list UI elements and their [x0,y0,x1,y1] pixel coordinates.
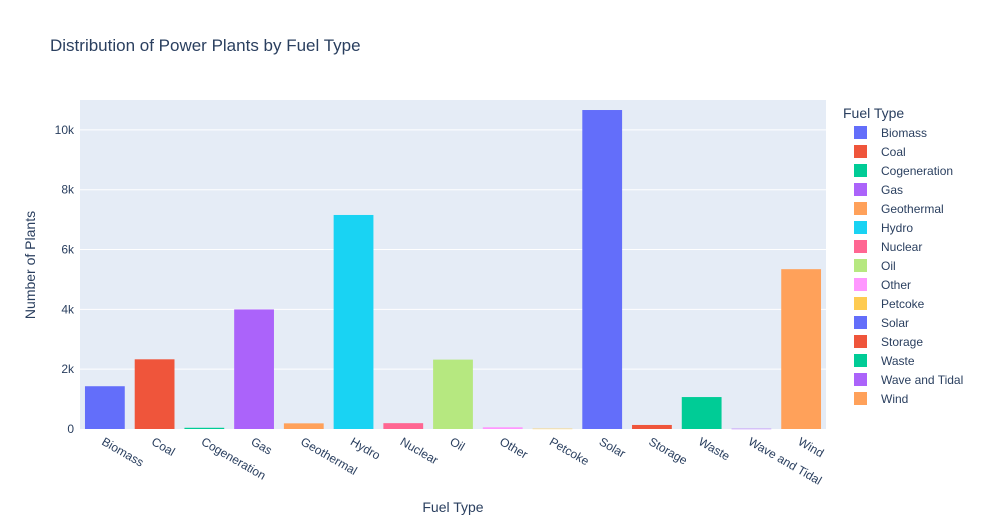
legend-item-label[interactable]: Other [881,278,911,292]
x-tick-label: Petcoke [547,434,592,468]
chart-title: Distribution of Power Plants by Fuel Typ… [50,36,361,55]
legend-swatch[interactable] [854,373,867,386]
legend-item-label[interactable]: Solar [881,316,909,330]
legend-item-label[interactable]: Petcoke [881,297,925,311]
gridlines [80,129,826,370]
legend-item-label[interactable]: Gas [881,183,903,197]
bar-hydro[interactable] [333,214,374,429]
legend-swatch[interactable] [854,145,867,158]
x-tick-label: Waste [696,434,732,463]
y-tick-label: 2k [61,362,75,376]
bar-nuclear[interactable] [383,423,424,429]
legend-title: Fuel Type [843,105,904,121]
legend-item-label[interactable]: Wind [881,392,908,406]
x-tick-label: Other [497,434,530,461]
legend-swatch[interactable] [854,297,867,310]
legend-item-label[interactable]: Biomass [881,126,927,140]
legend-item-label[interactable]: Oil [881,259,896,273]
bar-wind[interactable] [781,269,822,429]
legend-swatch[interactable] [854,335,867,348]
legend-item-label[interactable]: Geothermal [881,202,944,216]
bar-solar[interactable] [582,110,623,430]
legend-swatch[interactable] [854,354,867,367]
bars [84,110,822,430]
y-tick-label: 10k [55,123,75,137]
bar-oil[interactable] [433,359,473,429]
legend-item-label[interactable]: Waste [881,354,915,368]
y-tick-label: 6k [61,243,75,257]
bar-waste[interactable] [681,397,722,429]
x-tick-label: Wind [796,434,827,460]
y-axis-ticks: 0 2k 4k 6k 8k 10k [55,123,75,436]
bar-storage[interactable] [632,424,672,429]
y-tick-label: 4k [61,302,75,316]
legend-swatch[interactable] [854,202,867,215]
bar-cogeneration[interactable] [184,427,225,429]
legend-swatch[interactable] [854,126,867,139]
x-tick-label: Gas [249,434,275,457]
bar-coal[interactable] [134,359,175,429]
legend-item-label[interactable]: Nuclear [881,240,922,254]
legend-item-label[interactable]: Hydro [881,221,913,235]
legend-swatch[interactable] [854,183,867,196]
legend-swatch[interactable] [854,316,867,329]
bar-other[interactable] [482,427,523,429]
x-tick-label: Biomass [99,434,146,469]
x-axis-title: Fuel Type [422,499,483,515]
y-tick-label: 0 [67,422,74,436]
x-tick-label: Storage [646,434,690,467]
legend-item-label[interactable]: Wave and Tidal [881,373,963,387]
x-tick-label: Solar [597,434,628,460]
x-tick-label: Oil [448,434,468,453]
bar-gas[interactable] [234,309,274,429]
bar-geothermal[interactable] [283,423,324,429]
legend: Fuel Type Biomass Coal Cogeneration Gas Geot… [843,105,963,406]
legend-swatch[interactable] [854,164,867,177]
bar-petcoke[interactable] [532,428,573,430]
legend-item-label[interactable]: Coal [881,145,906,159]
x-tick-label: Coal [149,434,177,458]
legend-swatch[interactable] [854,221,867,234]
legend-swatch[interactable] [854,278,867,291]
legend-item-label[interactable]: Storage [881,335,923,349]
legend-swatch[interactable] [854,392,867,405]
legend-item-label[interactable]: Cogeneration [881,164,953,178]
x-tick-label: Hydro [348,434,383,462]
y-tick-label: 8k [61,183,75,197]
bar-biomass[interactable] [84,386,125,429]
y-axis-title: Number of Plants [22,211,38,319]
legend-swatch[interactable] [854,240,867,253]
x-tick-label: Nuclear [398,434,441,467]
legend-swatch[interactable] [854,259,867,272]
bar-wave-and-tidal[interactable] [731,428,772,430]
